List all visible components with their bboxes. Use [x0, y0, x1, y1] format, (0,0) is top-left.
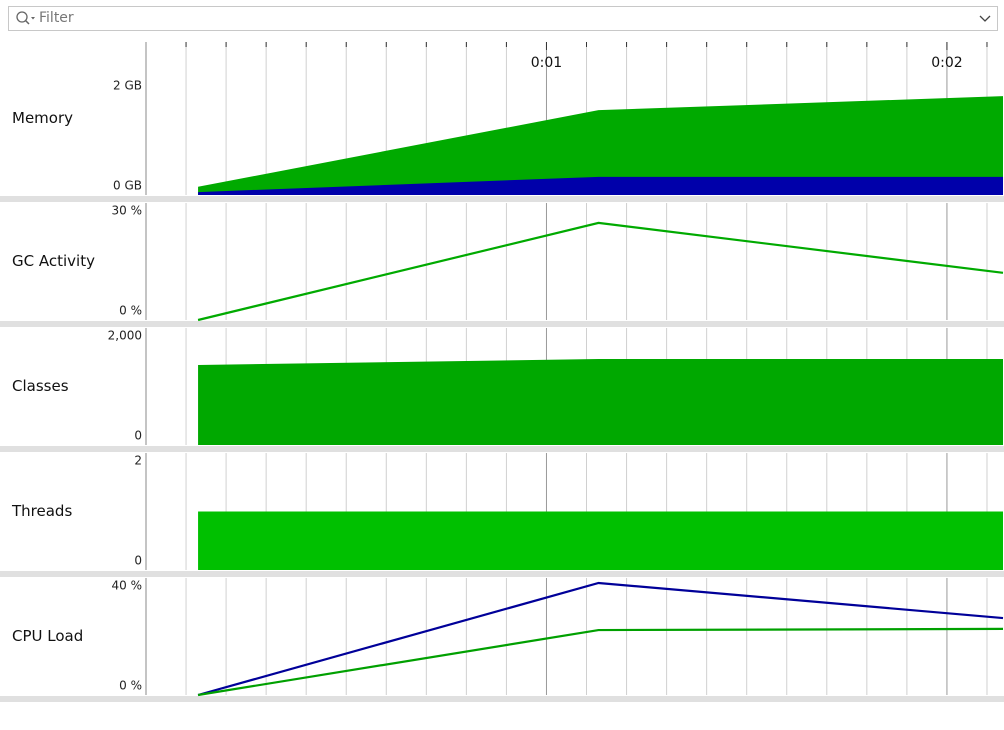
area — [198, 511, 1004, 570]
area — [198, 176, 1004, 195]
y-tick-label: 0 % — [119, 679, 142, 693]
y-tick-label: 30 % — [112, 204, 143, 218]
line — [197, 581, 1004, 697]
filter-box[interactable]: Filter — [8, 6, 998, 31]
y-tick-label: 0 — [134, 429, 142, 443]
dropdown-arrow[interactable] — [977, 7, 993, 30]
panel-label: GC Activity — [12, 252, 95, 270]
area — [198, 96, 1004, 195]
filter-placeholder: Filter — [39, 10, 74, 26]
y-tick-label: 40 % — [112, 579, 143, 593]
y-tick-label: 2 GB — [113, 79, 142, 93]
y-tick-label: 0 GB — [113, 179, 142, 193]
y-tick-label: 2 — [134, 454, 142, 468]
panel-label: Threads — [11, 502, 72, 520]
y-tick-label: 0 % — [119, 304, 142, 318]
y-tick-label: 0 — [134, 554, 142, 568]
panel-label: Memory — [12, 109, 73, 127]
panel-label: CPU Load — [12, 627, 83, 645]
panel-label: Classes — [12, 377, 69, 395]
panel-separator — [0, 696, 1004, 702]
panel-separator — [0, 321, 1004, 327]
area — [198, 359, 1004, 445]
line — [197, 221, 1004, 322]
panel-separator — [0, 571, 1004, 577]
line — [197, 627, 1004, 697]
x-tick-label: 0:02 — [931, 55, 962, 71]
y-tick-label: 2,000 — [108, 329, 142, 343]
panel-separator — [0, 196, 1004, 202]
panel-separator — [0, 446, 1004, 452]
x-tick-label: 0:01 — [531, 55, 562, 71]
search-icon — [16, 11, 35, 25]
